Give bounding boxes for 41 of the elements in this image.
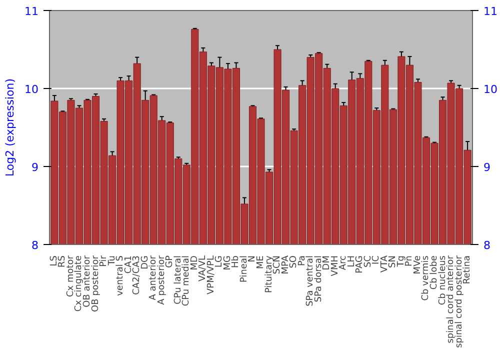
- x-tick-label: Pa: [297, 255, 308, 266]
- x-tick-label: VMH: [330, 255, 340, 276]
- x-tick-label: SO: [289, 256, 300, 268]
- x-tick-label: LS: [49, 255, 60, 266]
- x-tick-label: A posterior: [156, 255, 167, 305]
- x-tick-label: MVe: [412, 255, 423, 274]
- x-tick-label: ME: [256, 255, 266, 269]
- x-tick-label: Pineal: [239, 255, 250, 282]
- y-tick-label: 10: [24, 83, 39, 96]
- x-tick-label: Retina: [462, 255, 473, 284]
- x-tick-label: MD: [190, 255, 200, 270]
- x-tick-label: VA/VL: [198, 255, 208, 282]
- x-tick-label: SPa dorsal: [314, 255, 324, 302]
- x-tick-label: SCN: [272, 255, 283, 274]
- y-tick-label: 11: [24, 5, 39, 18]
- x-tick-label: DM: [322, 255, 332, 270]
- x-tick-label: Arc: [338, 255, 349, 270]
- x-tick-label: CPu medial: [182, 255, 192, 306]
- x-tick-label: Pituitary: [264, 254, 274, 294]
- x-tick-label: CA1: [124, 255, 134, 274]
- x-tick-label: OB posterior: [90, 255, 101, 312]
- x-tick-label: Pn: [404, 255, 415, 266]
- y2-tick-label: 8: [484, 239, 490, 252]
- x-tick-label: Tg: [396, 255, 406, 268]
- x-tick-label: IC: [372, 255, 382, 264]
- y2-tick-label: 10: [484, 83, 498, 96]
- y-tick-label: 8: [32, 239, 38, 252]
- x-tick-label: SC: [363, 255, 374, 268]
- x-tick-label: Hb: [231, 255, 242, 268]
- x-tick-label: RS: [58, 255, 68, 268]
- x-tick-label: SN: [388, 255, 398, 268]
- y-axis-title: Log2 (expression): [4, 78, 17, 177]
- x-tick-label: DG: [140, 255, 150, 270]
- y2-tick-label: 11: [484, 5, 498, 18]
- y-tick-label: 9: [32, 161, 38, 174]
- x-tick-label: GP: [165, 254, 176, 268]
- x-tick-label: N: [248, 256, 258, 262]
- x-tick-label: Cb lobe: [429, 255, 440, 290]
- x-tick-label: spinal cord posterior: [454, 255, 464, 348]
- y2-tick-label: 9: [484, 161, 490, 174]
- x-tick-label: Pir: [99, 255, 110, 267]
